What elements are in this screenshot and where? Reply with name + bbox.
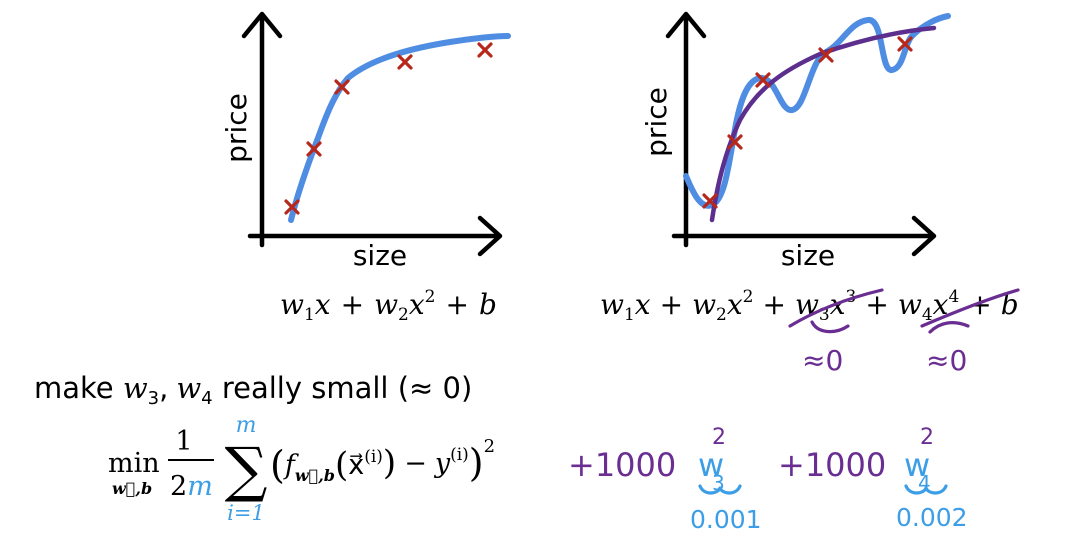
cost-function: min w⃗,b 1 2m m ∑ i=1 (fw⃗,b(x⃗(i)) − y(i)… bbox=[108, 413, 495, 525]
reg-term2-brace bbox=[904, 484, 948, 495]
data-point bbox=[727, 134, 743, 150]
min-operator: min bbox=[108, 448, 160, 479]
regularization-terms: +1000 w 2 3 +1000 w 2 4 0.001 0.002 bbox=[568, 425, 968, 534]
right-x-arrowhead bbox=[911, 215, 937, 257]
reg-term1-brace bbox=[698, 484, 742, 495]
reg-term2-subscript: 4 bbox=[918, 471, 931, 495]
data-point bbox=[818, 47, 834, 63]
left-fit-curve bbox=[288, 33, 511, 223]
brace-w4x4 bbox=[928, 321, 970, 334]
note-w3-approx-zero: ≈0 bbox=[802, 344, 843, 377]
strike-w4x4 bbox=[920, 288, 1020, 328]
reg-term1-w: w bbox=[698, 446, 724, 484]
right-equation: w1x + w2x2 + w3x3 + w4x4 + b bbox=[600, 287, 1019, 325]
left-x-arrowhead bbox=[477, 215, 503, 257]
data-point bbox=[477, 42, 493, 58]
left-plot: price size w1x + w2x2 + b bbox=[220, 11, 511, 325]
loss-expression: (fw⃗,b(x⃗(i)) − y(i))2 bbox=[270, 436, 495, 487]
right-regularized-curve bbox=[709, 25, 937, 223]
left-data-points bbox=[284, 42, 493, 215]
reg-value1: 0.001 bbox=[690, 505, 762, 534]
reg-term2-square: 2 bbox=[920, 425, 934, 450]
right-plot: price size w1x + w2x2 + w3x3 + w4x4 + b ≈0 ≈0 bbox=[600, 11, 1020, 377]
data-point bbox=[306, 141, 322, 157]
right-y-arrowhead bbox=[665, 11, 707, 39]
right-overfit-curve bbox=[683, 13, 951, 209]
fraction-numerator: 1 bbox=[175, 426, 192, 457]
right-y-label: price bbox=[640, 87, 673, 157]
reg-value2: 0.002 bbox=[896, 503, 968, 532]
data-point bbox=[397, 54, 413, 70]
left-equation: w1x + w2x2 + b bbox=[280, 287, 497, 325]
brace-w3x3 bbox=[810, 320, 850, 334]
left-x-label: size bbox=[353, 239, 407, 272]
sum-symbol: ∑ bbox=[225, 435, 268, 505]
fraction-denominator: 2m bbox=[170, 471, 213, 502]
data-point bbox=[334, 79, 350, 95]
statement-text: make w3, w4 really small (≈ 0) bbox=[34, 371, 472, 409]
data-point bbox=[702, 193, 718, 209]
min-subscript: w⃗,b bbox=[112, 479, 152, 498]
data-point bbox=[897, 36, 913, 52]
left-y-label: price bbox=[220, 93, 253, 163]
reg-term1-coef: +1000 bbox=[568, 446, 676, 484]
note-w4-approx-zero: ≈0 bbox=[926, 344, 967, 377]
sum-lower-limit: i=1 bbox=[227, 501, 265, 525]
right-data-points bbox=[702, 36, 913, 209]
right-x-label: size bbox=[781, 239, 835, 272]
strike-w3x3 bbox=[788, 288, 884, 328]
left-y-arrowhead bbox=[241, 11, 283, 39]
data-point bbox=[755, 72, 771, 88]
data-point bbox=[284, 199, 300, 215]
reg-term1-square: 2 bbox=[712, 425, 726, 450]
sum-upper-limit: m bbox=[236, 413, 257, 438]
reg-term2-w: w bbox=[904, 446, 930, 484]
reg-term2-coef: +1000 bbox=[778, 446, 886, 484]
reg-term1-subscript: 3 bbox=[712, 471, 725, 495]
